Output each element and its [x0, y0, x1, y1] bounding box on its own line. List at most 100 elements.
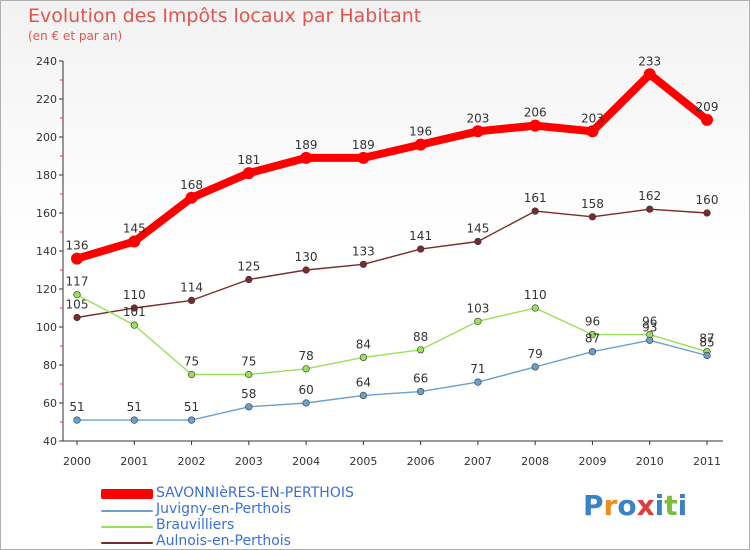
data-point — [245, 370, 253, 379]
x-tick-label: 2003 — [235, 455, 263, 468]
y-tick-label: 240 — [36, 55, 57, 68]
data-label: 141 — [409, 229, 432, 243]
data-point — [646, 336, 654, 344]
data-point — [529, 119, 542, 132]
legend-label: Juvigny-en-Perthois — [156, 501, 291, 517]
x-tick-label: 2005 — [349, 455, 377, 468]
data-point — [588, 331, 597, 339]
data-label: 103 — [466, 301, 489, 315]
y-tick-label: 40 — [43, 435, 57, 448]
y-tick-label: 220 — [36, 93, 57, 106]
x-tick-label: 2008 — [521, 455, 549, 468]
data-point — [73, 291, 81, 299]
y-tick-label: 100 — [36, 321, 57, 334]
data-label: 75 — [184, 355, 199, 369]
data-point — [300, 151, 313, 164]
legend-label: Brauvilliers — [156, 517, 235, 533]
x-tick-label: 2002 — [178, 455, 206, 468]
data-point — [130, 416, 138, 424]
data-point — [357, 151, 370, 164]
x-tick-label: 2006 — [407, 455, 435, 468]
legend-swatch — [101, 489, 153, 499]
legend-label: Aulnois-en-Perthois — [156, 533, 291, 549]
data-label: 60 — [298, 383, 313, 397]
y-tick-label: 200 — [36, 131, 57, 144]
x-tick-label: 2001 — [120, 455, 148, 468]
data-label: 51 — [69, 400, 84, 414]
data-point — [417, 388, 425, 396]
data-label: 84 — [356, 337, 371, 351]
data-label: 66 — [413, 372, 428, 386]
data-point — [245, 403, 253, 411]
data-point — [531, 363, 539, 371]
data-label: 233 — [638, 54, 661, 68]
data-point — [474, 317, 482, 325]
data-label: 114 — [180, 280, 203, 294]
data-label: 75 — [241, 355, 256, 369]
data-label: 145 — [123, 222, 146, 236]
data-label: 71 — [470, 362, 485, 376]
data-label: 79 — [528, 347, 543, 361]
data-point — [73, 416, 81, 424]
data-label: 206 — [524, 106, 547, 120]
data-point — [302, 399, 310, 407]
x-tick-label: 2007 — [464, 455, 492, 468]
data-label: 162 — [638, 189, 661, 203]
data-label: 96 — [585, 315, 600, 329]
data-point — [417, 245, 425, 253]
data-point — [701, 113, 713, 126]
data-point — [531, 207, 539, 215]
data-point — [73, 313, 81, 322]
legend-swatch — [101, 510, 153, 512]
chart-title: Evolution des Impôts locaux par Habitant — [28, 5, 422, 27]
data-label: 87 — [585, 332, 600, 346]
data-point — [71, 252, 83, 265]
data-label: 93 — [642, 320, 657, 334]
data-point — [588, 213, 597, 221]
data-point — [302, 266, 310, 274]
data-label: 87 — [699, 332, 714, 346]
data-point — [471, 125, 484, 138]
data-point — [414, 138, 427, 151]
data-label: 110 — [524, 288, 547, 302]
data-point — [531, 304, 539, 312]
data-label: 110 — [123, 288, 146, 302]
data-label: 145 — [466, 222, 489, 236]
data-label: 125 — [237, 260, 260, 274]
data-label: 161 — [524, 191, 547, 205]
data-point — [474, 378, 482, 386]
data-point — [359, 353, 367, 362]
y-tick-label: 140 — [36, 245, 57, 258]
data-point — [588, 348, 597, 356]
data-label: 196 — [409, 125, 432, 139]
x-tick-label: 2010 — [636, 455, 664, 468]
data-point — [586, 125, 599, 138]
data-point — [703, 351, 711, 360]
data-point — [417, 346, 425, 354]
data-label: 78 — [298, 349, 313, 363]
x-tick-label: 2009 — [578, 455, 606, 468]
y-tick-label: 160 — [36, 207, 57, 220]
series-line — [76, 339, 708, 421]
data-label: 133 — [352, 244, 375, 258]
data-point — [703, 209, 711, 217]
legend-swatch — [101, 526, 153, 528]
data-point — [242, 167, 255, 180]
data-label: 160 — [696, 193, 719, 207]
data-point — [245, 275, 253, 284]
data-point — [643, 68, 656, 81]
data-point — [474, 237, 482, 246]
data-label: 64 — [356, 375, 371, 389]
data-label: 181 — [237, 153, 260, 167]
data-label: 117 — [66, 275, 89, 289]
data-label: 203 — [466, 111, 489, 125]
series-line — [73, 70, 711, 263]
data-point — [185, 191, 198, 204]
data-point — [187, 370, 196, 379]
data-label: 130 — [295, 250, 318, 264]
data-label: 203 — [581, 111, 604, 125]
data-point — [187, 416, 196, 424]
data-point — [359, 391, 367, 400]
data-label: 189 — [352, 138, 375, 152]
